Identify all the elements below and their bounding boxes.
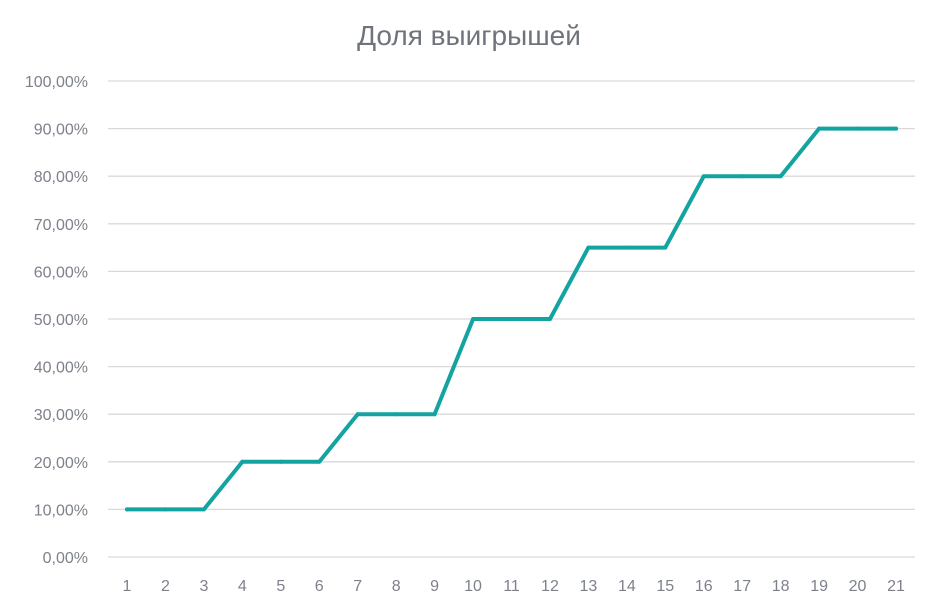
data-point: [855, 126, 860, 131]
x-tick-label: 1: [123, 578, 132, 595]
x-tick-label: 3: [199, 578, 208, 595]
x-tick-label: 10: [464, 578, 482, 595]
x-tick-label: 2: [161, 578, 170, 595]
x-tick-label: 4: [238, 578, 247, 595]
data-point: [586, 245, 591, 250]
x-tick-label: 16: [695, 578, 713, 595]
data-point: [624, 245, 629, 250]
data-point: [201, 507, 206, 512]
y-tick-label: 100,00%: [25, 74, 88, 91]
data-point: [355, 412, 360, 417]
y-tick-label: 0,00%: [43, 550, 88, 567]
data-point: [817, 126, 822, 131]
data-point: [125, 507, 129, 512]
y-tick-label: 90,00%: [34, 122, 88, 139]
y-tick-label: 20,00%: [34, 455, 88, 472]
x-tick-label: 15: [656, 578, 674, 595]
data-point: [432, 412, 437, 417]
y-tick-label: 70,00%: [34, 217, 88, 234]
x-tick-label: 9: [430, 578, 439, 595]
data-point: [663, 245, 668, 250]
x-tick-label: 7: [353, 578, 362, 595]
data-point: [471, 317, 476, 321]
data-point: [278, 459, 283, 464]
x-tick-label: 11: [503, 578, 520, 595]
x-tick-label: 17: [733, 578, 751, 595]
y-tick-label: 80,00%: [34, 169, 88, 186]
data-point: [240, 459, 245, 464]
x-tick-label: 12: [541, 578, 559, 595]
y-tick-label: 60,00%: [34, 264, 88, 281]
x-tick-label: 5: [276, 578, 285, 595]
data-point: [701, 174, 706, 179]
x-tick-label: 13: [580, 578, 598, 595]
x-tick-label: 20: [849, 578, 867, 595]
data-point: [317, 459, 322, 464]
x-tick-label: 18: [772, 578, 790, 595]
y-tick-label: 10,00%: [34, 502, 88, 519]
data-point: [509, 317, 514, 321]
chart-title: Доля выигрышей: [357, 20, 581, 51]
x-tick-label: 19: [810, 578, 828, 595]
x-tick-label: 21: [887, 578, 905, 595]
data-point: [394, 412, 399, 417]
data-point: [778, 174, 783, 179]
data-point: [740, 174, 745, 179]
data-point: [894, 126, 898, 131]
data-point: [547, 317, 552, 321]
x-tick-label: 14: [618, 578, 636, 595]
x-tick-label: 6: [315, 578, 324, 595]
data-point: [163, 507, 168, 512]
y-tick-label: 40,00%: [34, 360, 88, 377]
y-tick-label: 30,00%: [34, 407, 88, 424]
y-tick-label: 50,00%: [34, 312, 88, 329]
x-tick-label: 8: [392, 578, 401, 595]
